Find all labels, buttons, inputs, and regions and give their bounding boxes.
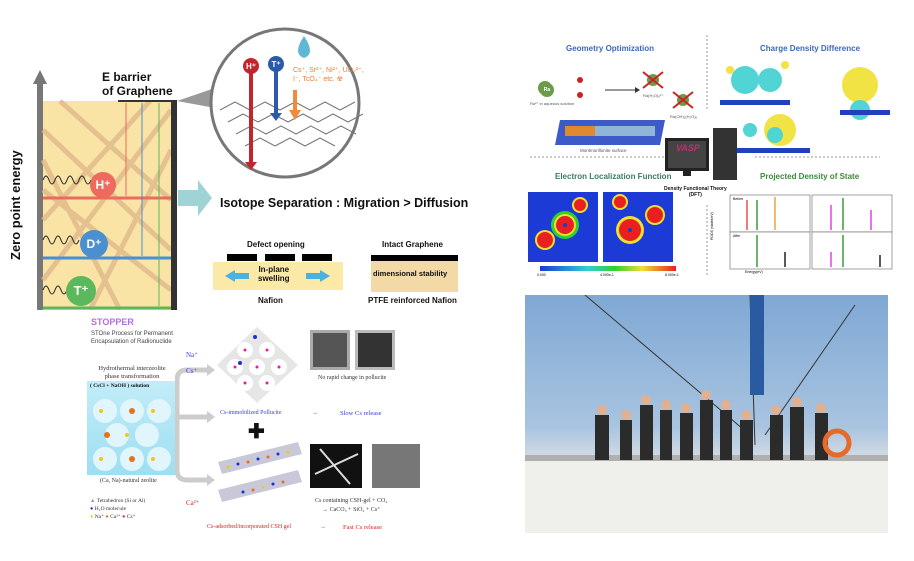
zeolite-graphic — [93, 399, 171, 471]
csh-arrow: → — [320, 524, 326, 530]
dot-icon: ● — [105, 514, 109, 520]
stopper-subtitle: STOne Process for Permanent Encapsulatio… — [91, 330, 173, 346]
csh-note-line1: Cs containing CSH-gel + CO₂ — [315, 498, 388, 504]
pollucite-label: Cs-immobilized Pollucite — [220, 410, 282, 416]
product2: Ra(OH)₂(H₂O)₆ — [670, 114, 698, 119]
pollucite-note: No rapid change in pollucite — [318, 375, 387, 381]
pdos-xlabel: Energy(eV) — [745, 270, 763, 274]
zoom-ion-t: T⁺ — [268, 56, 284, 72]
pdos-title: Projected Density of State — [760, 172, 860, 181]
elf-title: Electron Localization Function — [555, 172, 672, 181]
barrier-label-line2: of Graphene — [102, 84, 173, 98]
nafion-inner-line1: In-plane — [258, 265, 290, 274]
stopper-subtitle-line2: Encapsulation of Radionuclide — [91, 339, 172, 345]
process-line2: phase transformation — [104, 373, 160, 380]
nafion-label: Nafion — [258, 296, 283, 305]
csh-label: Cs-adsorbed/incorporated CSH gel — [207, 524, 291, 530]
ion-d: D⁺ — [80, 230, 108, 258]
arrow-ca: Ca²⁺ — [186, 499, 200, 507]
solution-label: ( CsCl + NaOH ) solution — [90, 383, 150, 389]
pdos-after: After — [733, 234, 741, 238]
stopper-legend: ▲ Tetrahedron (Si or Al) ● H₂O molecule … — [90, 497, 145, 521]
ra-caption: Ra²⁺ in aqueous solution — [530, 101, 575, 106]
legend-cs-text: Cs⁺ — [126, 514, 136, 520]
legend-tetrahedron: ▲ Tetrahedron (Si or Al) — [90, 497, 145, 505]
legend-ions: ● Na⁺ ● Ca²⁺ ● Cs⁺ — [90, 513, 145, 521]
blocked-ions-line2: I⁻, TcO₄⁻ etc. ☢ — [293, 76, 343, 83]
legend-water-text: H₂O molecule — [94, 506, 127, 512]
pdos-ylabel: PDOS (states/eV) — [710, 212, 714, 240]
blocked-ions: Cs⁺, Sr²⁺, Ni²⁺, UO₂²⁺, I⁻, TcO₄⁻ etc. ☢ — [293, 66, 364, 84]
csh-note: Cs containing CSH-gel + CO₂ → CaCO₃ + Si… — [315, 497, 387, 515]
plus-icon: ✚ — [248, 421, 265, 443]
pollucite-arrow: → — [312, 410, 318, 416]
elf-scale-min: 0.000 — [537, 273, 546, 277]
process-line1: Hydrothermal interzeolite — [98, 365, 166, 372]
needle-crystals-graphic — [314, 448, 359, 485]
charge-title: Charge Density Difference — [760, 44, 861, 53]
process-label: Hydrothermal interzeolite phase transfor… — [92, 365, 172, 381]
csh-note-line2: → CaCO₃ + SiO₂ + Cs⁺ — [322, 507, 381, 513]
pollucite-structure — [217, 327, 298, 403]
legend-ca-text: Ca²⁺ — [110, 514, 121, 520]
geometry-title: Geometry Optimization — [566, 44, 655, 53]
y-axis-label: Zero point energy — [8, 150, 23, 260]
pollucite-result: Slow Cs release — [340, 410, 382, 417]
surface-label: Montmorillonite surface — [580, 148, 627, 153]
zoom-ion-h: H⁺ — [243, 58, 259, 74]
elf-scale-max: 8.000e-1 — [665, 273, 679, 277]
csh-result: Fast Cs release — [343, 524, 382, 531]
ptfe-label: PTFE reinforced Nafion — [368, 296, 457, 305]
headline: Isotope Separation : Migration > Diffusi… — [220, 196, 469, 210]
dot-icon: ● — [122, 514, 126, 520]
isotope-diagram-graphics — [33, 27, 458, 310]
dft-label-line2: (DFT) — [688, 192, 702, 198]
ptfe-inner: dimensional stability — [373, 269, 448, 278]
stopper-subtitle-line1: STOne Process for Permanent — [91, 331, 173, 337]
arrow-na: Na⁺ — [186, 351, 198, 359]
ion-t: T⁺ — [66, 276, 96, 306]
product1: Ra(H₂O)₈²⁺ — [643, 93, 664, 98]
sem-image-pollucite-after — [355, 330, 395, 370]
arrow-cs: Cs⁺ — [186, 367, 198, 375]
ion-h: H⁺ — [90, 172, 116, 198]
nafion-top: Defect opening — [247, 240, 305, 249]
sem-image-pollucite-before — [310, 330, 350, 370]
sem-image-csh-before — [310, 444, 362, 488]
zeolite-structure — [87, 381, 177, 475]
dot-icon: ● — [90, 506, 94, 512]
barrier-label-line1: E barrier — [102, 70, 152, 84]
dft-label: Density Functional Theory (DFT) — [664, 186, 727, 198]
blocked-ions-line1: Cs⁺, Sr²⁺, Ni²⁺, UO₂²⁺, — [293, 67, 364, 74]
ptfe-top: Intact Graphene — [382, 240, 443, 249]
pdos-before: Before — [733, 197, 744, 201]
group-photo — [525, 295, 888, 533]
zeolite-label: (Ca, Na)-natural zeolite — [100, 478, 157, 484]
triangle-icon: ▲ — [90, 498, 96, 504]
sem-image-csh-after — [372, 444, 420, 488]
barrier-label: E barrier of Graphene — [102, 70, 173, 98]
sailboat-photo-graphic — [525, 295, 888, 533]
legend-water: ● H₂O molecule — [90, 505, 145, 513]
vasp-logo: VASP — [676, 143, 700, 153]
legend-tetrahedron-text: Tetrahedron (Si or Al) — [96, 498, 146, 504]
ra-atom: Ra — [540, 83, 554, 97]
elf-scale-mid: 4.000e-1 — [600, 273, 614, 277]
dot-icon: ● — [90, 514, 94, 520]
nafion-inner: In-plane swelling — [258, 265, 290, 283]
dft-label-line1: Density Functional Theory — [664, 186, 727, 192]
legend-na-text: Na⁺ — [94, 514, 105, 520]
dft-graphics — [528, 35, 893, 275]
branch-arrows — [175, 364, 215, 486]
csh-gel-structure — [218, 442, 302, 502]
nafion-inner-line2: swelling — [258, 274, 290, 283]
stopper-title: STOPPER — [91, 317, 134, 327]
